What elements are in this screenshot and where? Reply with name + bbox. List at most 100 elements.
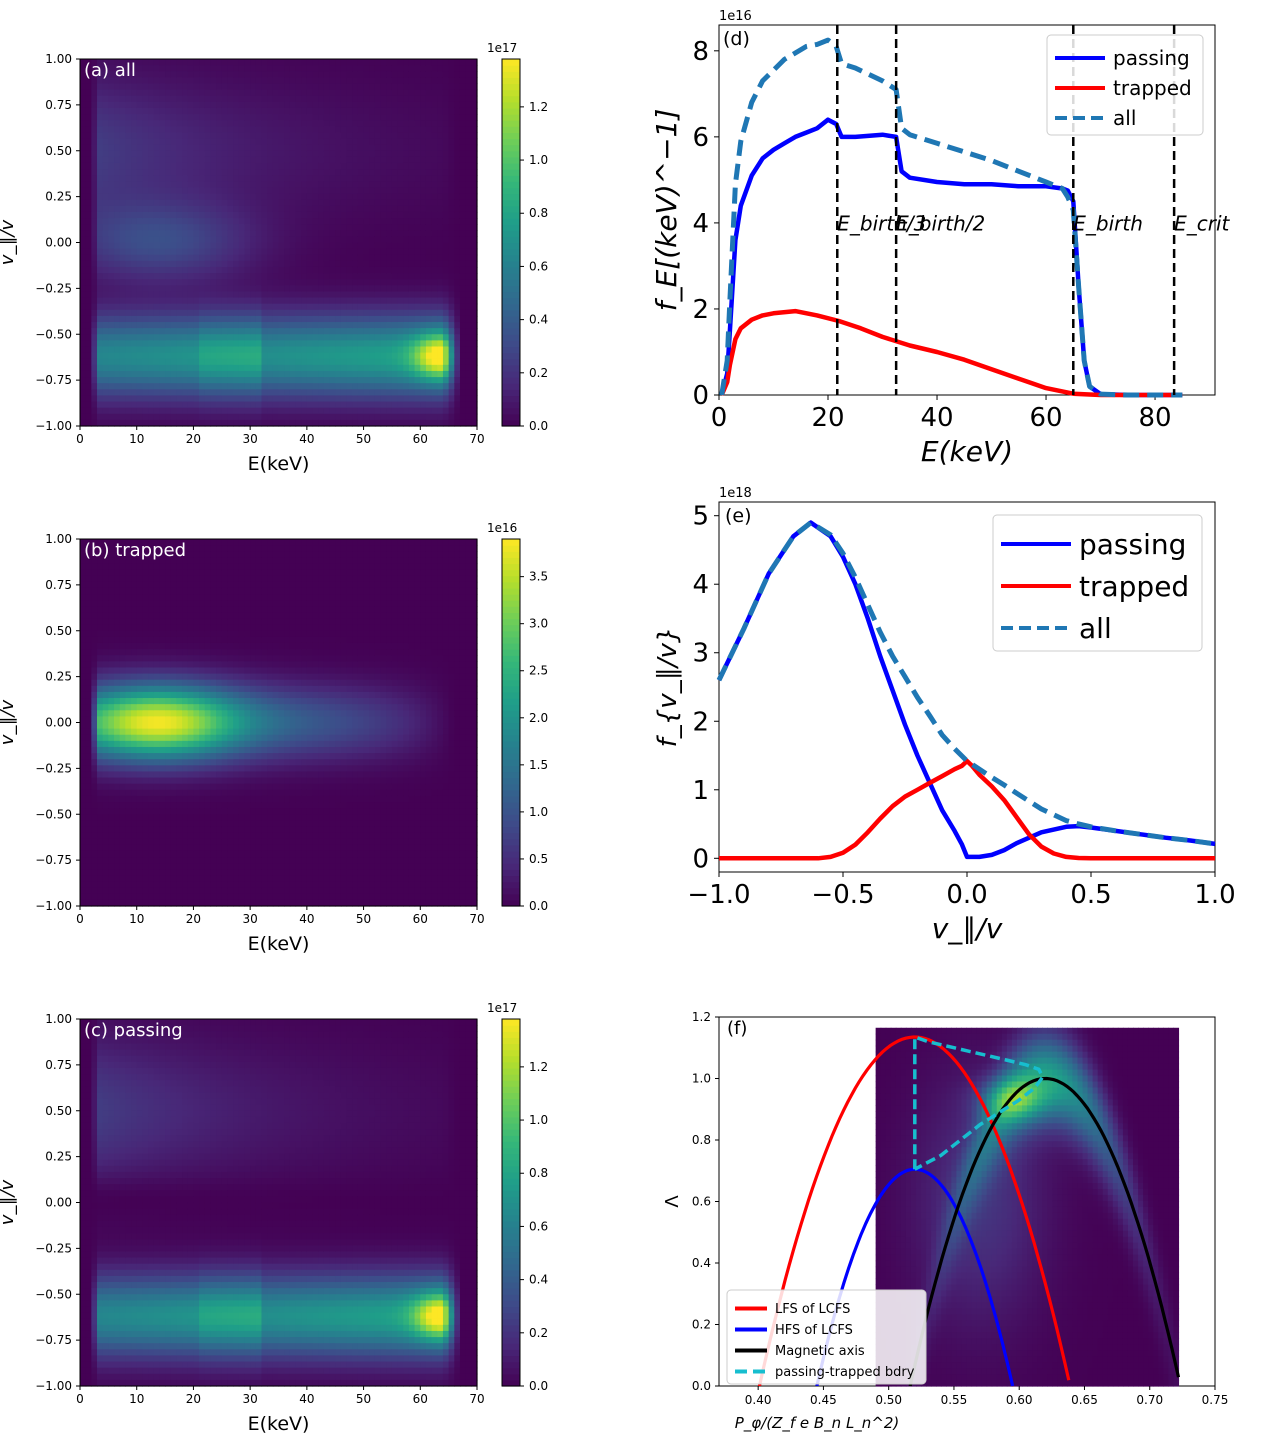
heatmap-cell — [233, 218, 240, 225]
heatmap-cell — [233, 285, 240, 293]
heatmap-cell — [102, 322, 109, 329]
heatmap-cell — [397, 89, 404, 97]
heatmap-cell — [448, 266, 455, 274]
heatmap-cell — [471, 364, 478, 372]
heatmap-cell — [437, 138, 444, 146]
heatmap-cell — [261, 401, 268, 409]
heatmap-cell — [85, 254, 92, 262]
heatmap-cell — [267, 101, 274, 109]
heatmap-cell — [80, 297, 87, 305]
heatmap-cell — [420, 358, 427, 366]
heatmap-cell — [108, 612, 115, 620]
heatmap-cell — [329, 120, 336, 127]
heatmap-cell — [216, 395, 223, 403]
heatmap-cell — [329, 150, 336, 158]
heatmap-cell — [142, 132, 149, 140]
heatmap-cell — [352, 254, 359, 262]
heatmap-cell — [284, 315, 291, 323]
heatmap-cell — [374, 89, 382, 97]
heatmap-cell — [352, 77, 359, 85]
heatmap-cell — [380, 205, 387, 213]
heatmap-cell — [221, 383, 229, 390]
heatmap-cell — [142, 636, 149, 644]
heatmap-cell — [142, 587, 149, 595]
heatmap-cell — [346, 389, 353, 397]
heatmap-cell — [380, 266, 387, 274]
heatmap-cell — [312, 199, 319, 207]
heatmap-cell — [420, 334, 427, 341]
heatmap-cell — [182, 419, 189, 427]
heatmap-cell — [125, 618, 132, 626]
heatmap-cell — [386, 260, 393, 268]
heatmap-cell — [471, 297, 478, 305]
heatmap-cell — [119, 211, 126, 219]
heatmap-cell — [148, 309, 155, 317]
heatmap-cell — [131, 722, 138, 730]
heatmap-cell — [204, 260, 212, 268]
heatmap-cell — [221, 107, 229, 115]
heatmap-cell — [119, 691, 126, 699]
heatmap-cell — [329, 303, 336, 311]
heatmap-cell — [261, 279, 268, 286]
heatmap-cell — [216, 95, 223, 103]
heatmap-cell — [91, 777, 98, 785]
heatmap-cell — [431, 419, 438, 427]
heatmap-cell — [255, 303, 263, 311]
heatmap-cell — [165, 303, 172, 311]
heatmap-cell — [442, 218, 450, 225]
heatmap-cell — [182, 199, 189, 207]
colorbar-segment — [502, 107, 520, 115]
heatmap-cell — [397, 370, 404, 378]
heatmap-cell — [369, 150, 376, 158]
heatmap-cell — [210, 383, 217, 390]
heatmap-cell — [250, 291, 257, 299]
heatmap-cell — [227, 334, 234, 341]
heatmap-cell — [204, 89, 212, 97]
heatmap-cell — [187, 352, 195, 360]
heatmap-cell — [97, 759, 104, 766]
heatmap-cell — [380, 297, 387, 305]
heatmap-cell — [170, 169, 178, 176]
heatmap-cell — [255, 279, 263, 286]
heatmap-cell — [312, 370, 319, 378]
heatmap-cell — [97, 297, 104, 305]
heatmap-cell — [369, 291, 376, 299]
heatmap-cell — [465, 218, 472, 225]
heatmap-cell — [403, 71, 410, 78]
heatmap-cell — [323, 352, 331, 360]
heatmap-cell — [391, 364, 399, 372]
heatmap-cell — [136, 563, 143, 571]
colorbar-segment — [502, 279, 520, 286]
heatmap-cell — [352, 175, 359, 182]
heatmap-cell — [182, 248, 189, 256]
heatmap-cell — [182, 254, 189, 262]
heatmap-cell — [431, 193, 438, 201]
heatmap-cell — [136, 138, 143, 146]
heatmap-cell — [391, 346, 399, 354]
heatmap-cell — [187, 101, 195, 109]
heatmap-cell — [414, 291, 421, 299]
heatmap-cell — [442, 322, 450, 329]
heatmap-cell — [108, 899, 115, 907]
heatmap-cell — [91, 802, 98, 809]
heatmap-cell — [193, 236, 200, 244]
heatmap-cell — [85, 419, 92, 427]
heatmap-cell — [312, 303, 319, 311]
heatmap-cell — [210, 370, 217, 378]
heatmap-cell — [267, 279, 274, 286]
heatmap-cell — [114, 175, 121, 182]
heatmap-cell — [465, 150, 472, 158]
heatmap-cell — [131, 156, 138, 164]
heatmap-cell — [102, 838, 109, 846]
heatmap-cell — [284, 132, 291, 140]
heatmap-cell — [199, 370, 206, 378]
heatmap-cell — [148, 377, 155, 384]
colorbar-segment — [502, 334, 520, 341]
heatmap-cell — [108, 273, 115, 280]
heatmap-cell — [102, 224, 109, 231]
heatmap-cell — [114, 820, 121, 828]
heatmap-cell — [329, 352, 336, 360]
heatmap-cell — [102, 340, 109, 348]
heatmap-cell — [465, 101, 472, 109]
heatmap-cell — [386, 401, 393, 409]
